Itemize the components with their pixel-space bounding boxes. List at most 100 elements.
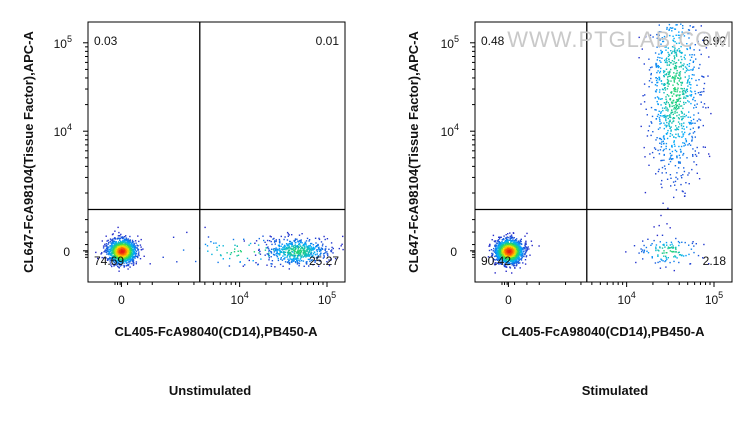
- event-dot: [705, 47, 708, 49]
- event-dot: [288, 259, 291, 261]
- event-dot: [685, 92, 687, 94]
- event-dot: [328, 264, 331, 267]
- event-dot: [669, 75, 671, 77]
- event-dot: [689, 90, 692, 92]
- event-dot: [675, 125, 677, 127]
- event-dot: [119, 246, 121, 249]
- event-dot: [663, 84, 666, 86]
- event-dot: [669, 27, 672, 29]
- event-dot: [308, 240, 310, 242]
- event-dot: [123, 249, 125, 251]
- event-dot: [672, 40, 675, 42]
- event-dot: [120, 255, 122, 258]
- event-dot: [134, 254, 137, 256]
- event-dot: [515, 243, 517, 245]
- event-dot: [291, 253, 293, 256]
- event-dot: [668, 58, 670, 61]
- event-dot: [119, 254, 121, 257]
- event-dot: [670, 80, 672, 82]
- event-dot: [500, 258, 503, 260]
- event-dot: [705, 107, 707, 109]
- event-dot: [318, 238, 321, 241]
- event-dot: [666, 244, 668, 246]
- event-dot: [700, 53, 702, 56]
- event-dot: [132, 260, 134, 262]
- event-dot: [666, 100, 668, 102]
- event-dot: [501, 256, 503, 259]
- event-dot: [284, 256, 286, 259]
- event-dot: [669, 132, 672, 135]
- event-dot: [308, 250, 311, 252]
- event-dot: [665, 126, 667, 128]
- event-dot: [288, 249, 291, 252]
- event-dot: [286, 244, 288, 246]
- event-dot: [134, 246, 136, 248]
- event-dot: [500, 244, 502, 247]
- event-dot: [646, 135, 649, 137]
- event-dot: [302, 260, 305, 262]
- event-dot: [275, 249, 277, 251]
- event-dot: [253, 251, 256, 253]
- event-dot: [114, 243, 117, 245]
- event-dot: [691, 54, 693, 56]
- event-dot: [676, 72, 678, 74]
- event-dot: [665, 252, 667, 254]
- event-dot: [517, 254, 520, 256]
- event-dot: [216, 249, 218, 251]
- event-dot: [508, 250, 510, 252]
- event-dot: [502, 244, 505, 246]
- event-dot: [117, 241, 120, 243]
- event-dot: [662, 260, 664, 262]
- event-dot: [674, 90, 676, 93]
- event-dot: [287, 248, 289, 250]
- event-dot: [119, 260, 122, 262]
- event-dot: [296, 251, 299, 253]
- event-dots: [487, 23, 712, 274]
- event-dot: [667, 76, 669, 78]
- event-dot: [111, 244, 114, 247]
- event-dot: [693, 251, 695, 254]
- event-dot: [113, 237, 115, 240]
- event-dot: [710, 112, 712, 115]
- event-dot: [678, 42, 680, 44]
- event-dot: [115, 253, 117, 255]
- quadrant-bottom-right-value: 2.18: [703, 254, 727, 268]
- event-dot: [318, 237, 320, 240]
- event-dot: [138, 254, 140, 257]
- event-dot: [656, 137, 658, 139]
- y-tick-label: 104: [54, 122, 72, 139]
- event-dot: [667, 71, 669, 73]
- event-dot: [298, 254, 300, 257]
- event-dot: [125, 237, 128, 239]
- event-dot: [270, 263, 272, 265]
- event-dot: [311, 254, 313, 257]
- event-dot: [113, 256, 116, 258]
- event-dot: [307, 254, 309, 256]
- event-dot: [120, 262, 123, 264]
- event-dot: [507, 253, 509, 255]
- event-dot: [683, 142, 686, 144]
- event-dot: [503, 263, 506, 265]
- event-dot: [674, 256, 677, 258]
- event-dot: [698, 67, 700, 69]
- event-dot: [665, 145, 667, 148]
- event-dot: [220, 254, 222, 257]
- event-dot: [497, 253, 499, 255]
- event-dot: [311, 256, 313, 258]
- event-dot: [326, 261, 328, 263]
- event-dot: [114, 245, 117, 247]
- event-dot: [133, 244, 135, 246]
- event-dot: [278, 254, 281, 256]
- event-dot: [215, 242, 217, 244]
- event-dot: [684, 90, 686, 93]
- event-dot: [665, 49, 667, 51]
- event-dot: [495, 251, 498, 253]
- event-dot: [129, 248, 131, 251]
- event-dot: [510, 258, 512, 260]
- event-dot: [287, 250, 290, 252]
- event-dot: [697, 126, 700, 128]
- event-dot: [512, 252, 514, 255]
- event-dot: [500, 249, 502, 252]
- event-dot: [278, 241, 281, 243]
- event-dot: [493, 258, 495, 261]
